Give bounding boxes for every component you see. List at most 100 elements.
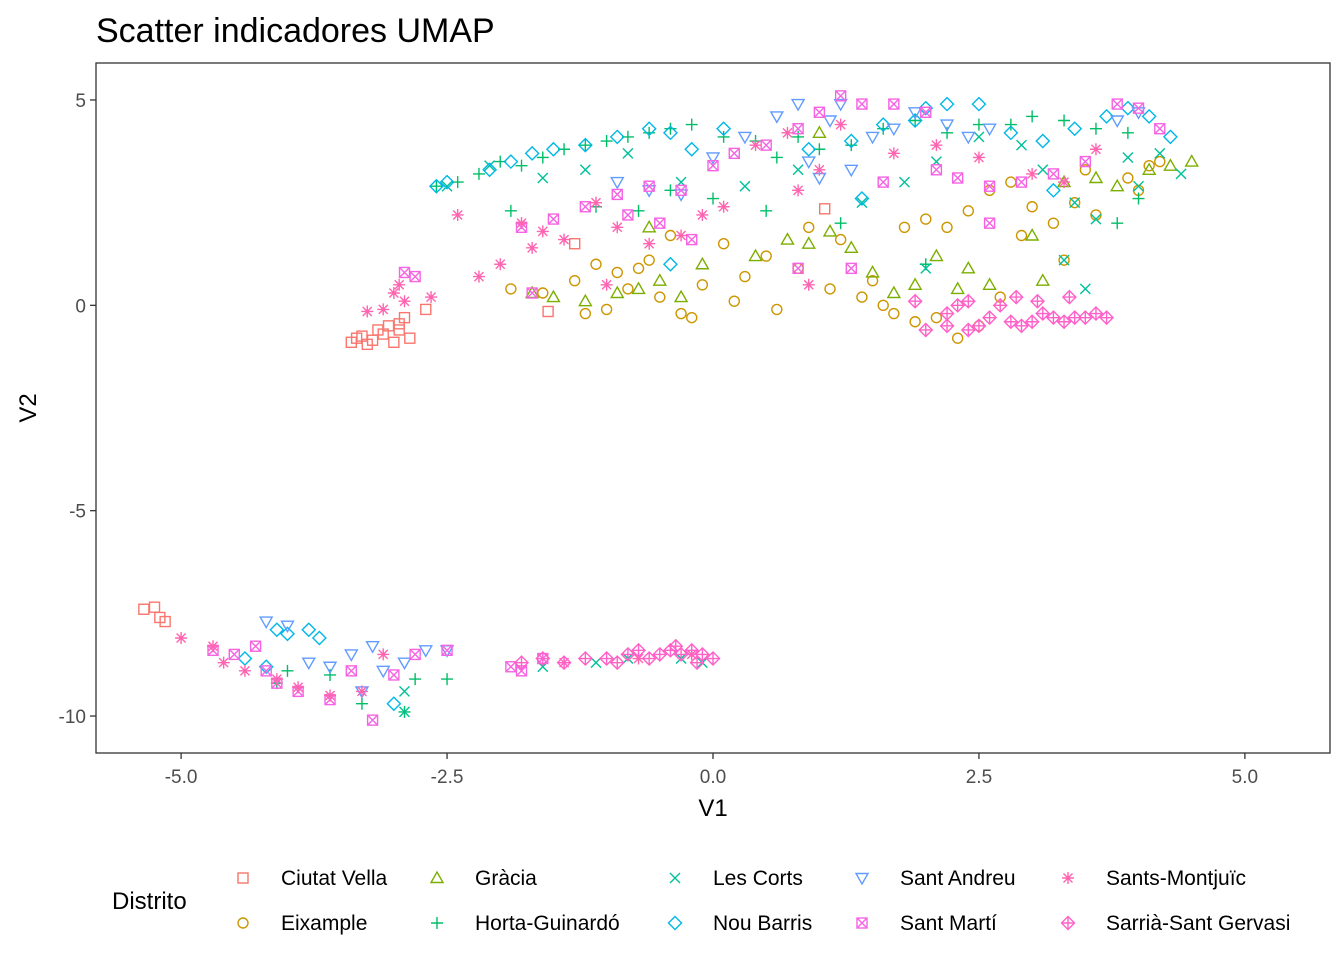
data-point bbox=[577, 651, 593, 667]
data-point bbox=[409, 270, 421, 283]
data-point bbox=[579, 201, 592, 213]
data-point bbox=[844, 164, 859, 178]
legend-label: Les Corts bbox=[713, 867, 803, 890]
legend-label: Ciutat Vella bbox=[281, 867, 388, 890]
data-point bbox=[609, 129, 625, 145]
data-point bbox=[1047, 217, 1060, 229]
legend-item: Sant Martí bbox=[856, 912, 997, 935]
data-point bbox=[939, 96, 955, 112]
data-point bbox=[845, 139, 858, 152]
data-point bbox=[377, 648, 390, 661]
data-point bbox=[705, 651, 721, 667]
data-point bbox=[886, 285, 902, 299]
chart-title: Scatter indicadores UMAP bbox=[96, 12, 495, 50]
data-point bbox=[361, 338, 373, 351]
data-point bbox=[1015, 176, 1028, 188]
data-point bbox=[1154, 155, 1166, 168]
data-point bbox=[792, 130, 805, 143]
legend-label: Sarrià-Sant Gervasi bbox=[1106, 912, 1290, 935]
legend-key bbox=[431, 917, 443, 929]
data-point bbox=[1110, 115, 1125, 128]
data-point bbox=[542, 305, 554, 318]
data-point bbox=[324, 689, 337, 702]
data-point bbox=[1035, 133, 1051, 149]
data-point bbox=[652, 273, 668, 286]
legend-key bbox=[667, 915, 683, 931]
data-point bbox=[632, 204, 645, 217]
data-point bbox=[361, 305, 374, 318]
data-point bbox=[399, 706, 410, 718]
data-point bbox=[472, 270, 485, 283]
data-point bbox=[611, 221, 624, 234]
data-point bbox=[504, 204, 517, 217]
data-point bbox=[425, 291, 438, 304]
data-point bbox=[418, 645, 433, 658]
series-1 bbox=[505, 155, 1166, 344]
data-point bbox=[1037, 164, 1049, 176]
data-point bbox=[801, 141, 817, 157]
data-point bbox=[833, 98, 848, 112]
data-point bbox=[822, 223, 838, 237]
data-point bbox=[578, 293, 593, 307]
data-point bbox=[983, 217, 996, 229]
data-point bbox=[1132, 102, 1145, 114]
data-point bbox=[686, 233, 698, 246]
data-point bbox=[600, 135, 613, 148]
data-point bbox=[951, 172, 964, 184]
data-point bbox=[728, 295, 740, 307]
data-point bbox=[1035, 306, 1051, 322]
data-point bbox=[643, 126, 656, 139]
data-point bbox=[622, 209, 634, 221]
data-point bbox=[685, 118, 698, 131]
data-point bbox=[918, 322, 934, 338]
data-point bbox=[441, 673, 454, 686]
data-point bbox=[611, 188, 623, 201]
data-point bbox=[662, 256, 678, 272]
data-point bbox=[930, 164, 943, 176]
y-tick-label: 0 bbox=[75, 296, 86, 317]
data-point bbox=[409, 673, 422, 686]
y-tick-label: -10 bbox=[59, 707, 86, 728]
data-point bbox=[1004, 118, 1017, 131]
data-point bbox=[399, 685, 410, 697]
data-point bbox=[599, 651, 615, 667]
series-0 bbox=[138, 203, 831, 628]
data-point bbox=[834, 217, 847, 230]
data-point bbox=[441, 180, 453, 192]
y-tick-label: 5 bbox=[75, 91, 86, 112]
series-9 bbox=[514, 289, 1115, 671]
data-point bbox=[664, 184, 677, 197]
data-point bbox=[301, 622, 317, 638]
x-axis-label: V1 bbox=[698, 795, 727, 822]
legend-title: Distrito bbox=[112, 888, 187, 915]
data-point bbox=[1026, 110, 1039, 123]
data-point bbox=[451, 208, 464, 221]
data-point bbox=[600, 278, 613, 291]
data-point bbox=[622, 283, 634, 295]
data-point bbox=[1045, 182, 1061, 198]
data-point bbox=[372, 324, 384, 336]
data-point bbox=[641, 121, 657, 137]
data-point bbox=[258, 659, 274, 675]
data-point bbox=[558, 233, 571, 246]
data-point bbox=[1016, 139, 1027, 151]
data-point bbox=[484, 160, 496, 172]
data-point bbox=[675, 307, 687, 320]
data-point bbox=[834, 90, 847, 102]
data-point bbox=[865, 265, 880, 278]
data-point bbox=[1026, 167, 1039, 180]
data-point bbox=[1003, 125, 1019, 141]
data-point bbox=[939, 318, 955, 334]
data-point bbox=[526, 241, 539, 254]
data-point bbox=[971, 96, 987, 112]
data-point bbox=[579, 164, 591, 176]
axis-layer: -5.0 -2.5 0.0 2.5 5.0 5 0 -5 -10 bbox=[59, 91, 1259, 788]
data-point bbox=[962, 205, 975, 217]
data-point bbox=[771, 303, 783, 316]
data-point bbox=[792, 164, 804, 176]
legend-item: Horta-Guinardó bbox=[431, 912, 620, 935]
data-point bbox=[717, 200, 730, 213]
data-point bbox=[632, 262, 645, 275]
data-point bbox=[951, 332, 964, 344]
data-point bbox=[898, 176, 910, 188]
